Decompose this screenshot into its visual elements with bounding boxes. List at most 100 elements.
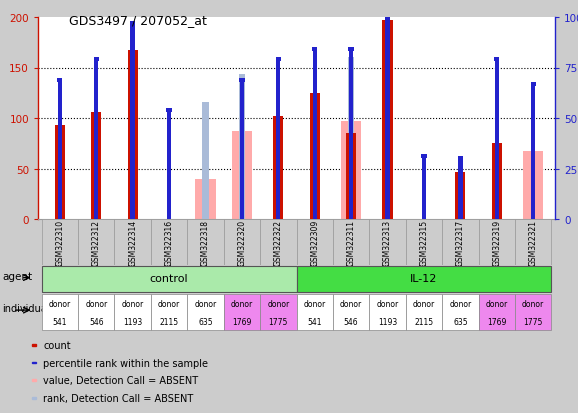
Bar: [166, 109, 172, 113]
Bar: [369, 294, 406, 330]
Bar: [260, 294, 297, 330]
Bar: [151, 294, 187, 330]
Bar: [78, 294, 114, 330]
Text: IL-12: IL-12: [410, 274, 438, 284]
Bar: [224, 294, 260, 330]
Bar: [32, 344, 36, 346]
Bar: [495, 58, 499, 219]
Bar: [385, 14, 390, 18]
Text: GSM322317: GSM322317: [456, 219, 465, 266]
Text: GSM322321: GSM322321: [529, 219, 538, 266]
Bar: [58, 78, 62, 219]
Text: percentile rank within the sample: percentile rank within the sample: [43, 358, 208, 368]
Text: donor: donor: [158, 299, 180, 309]
Text: 541: 541: [307, 317, 322, 326]
Text: donor: donor: [449, 299, 472, 309]
Bar: [310, 93, 320, 219]
Bar: [42, 266, 297, 292]
Text: 1769: 1769: [487, 317, 506, 326]
Text: 1193: 1193: [123, 317, 142, 326]
Text: GSM322318: GSM322318: [201, 219, 210, 266]
Text: donor: donor: [303, 299, 326, 309]
Text: donor: donor: [340, 299, 362, 309]
Text: GSM322315: GSM322315: [420, 219, 428, 266]
Bar: [297, 219, 333, 266]
Text: 1769: 1769: [232, 317, 251, 326]
Bar: [224, 219, 260, 266]
Bar: [297, 294, 333, 330]
Bar: [130, 22, 135, 26]
Text: value, Detection Call = ABSENT: value, Detection Call = ABSENT: [43, 375, 198, 385]
Bar: [421, 155, 427, 159]
Bar: [239, 78, 244, 83]
Bar: [515, 219, 551, 266]
Text: GSM322309: GSM322309: [310, 219, 319, 266]
Text: 1193: 1193: [378, 317, 397, 326]
Bar: [57, 78, 62, 83]
Bar: [386, 14, 390, 219]
Bar: [276, 58, 280, 219]
Bar: [406, 219, 442, 266]
Bar: [32, 397, 36, 399]
Text: donor: donor: [486, 299, 508, 309]
Bar: [422, 155, 426, 219]
Text: 1775: 1775: [269, 317, 288, 326]
Text: 635: 635: [198, 317, 213, 326]
Text: donor: donor: [194, 299, 217, 309]
Bar: [187, 294, 224, 330]
Bar: [523, 152, 543, 219]
Bar: [94, 58, 98, 219]
Text: GSM322322: GSM322322: [274, 219, 283, 266]
Bar: [479, 219, 515, 266]
Bar: [239, 74, 245, 219]
Bar: [348, 58, 354, 219]
Bar: [313, 48, 317, 219]
Text: GSM322320: GSM322320: [238, 219, 246, 266]
Bar: [128, 51, 138, 219]
Bar: [492, 144, 502, 219]
Text: 546: 546: [344, 317, 358, 326]
Bar: [202, 102, 209, 219]
Bar: [346, 134, 356, 219]
Bar: [455, 172, 465, 219]
Bar: [349, 48, 353, 219]
Text: 541: 541: [53, 317, 67, 326]
Bar: [297, 266, 551, 292]
Text: GSM322311: GSM322311: [347, 219, 355, 266]
Bar: [131, 22, 135, 219]
Bar: [494, 58, 499, 62]
Bar: [32, 380, 36, 381]
Text: donor: donor: [49, 299, 71, 309]
Bar: [42, 294, 78, 330]
Bar: [442, 219, 479, 266]
Bar: [114, 219, 151, 266]
Text: 2115: 2115: [414, 317, 434, 326]
Bar: [151, 219, 187, 266]
Bar: [369, 219, 406, 266]
Bar: [94, 58, 99, 62]
Bar: [240, 78, 244, 219]
Text: GSM322310: GSM322310: [55, 219, 64, 266]
Bar: [187, 219, 224, 266]
Bar: [458, 157, 463, 161]
Bar: [42, 219, 78, 266]
Text: 546: 546: [89, 317, 103, 326]
Text: 1775: 1775: [524, 317, 543, 326]
Bar: [349, 48, 354, 52]
Bar: [114, 294, 151, 330]
Bar: [531, 83, 536, 86]
Text: donor: donor: [85, 299, 108, 309]
Bar: [273, 117, 283, 219]
Text: donor: donor: [522, 299, 544, 309]
Bar: [341, 122, 361, 219]
Bar: [78, 219, 114, 266]
Bar: [406, 294, 442, 330]
Text: individual: individual: [2, 304, 49, 313]
Text: GSM322312: GSM322312: [92, 219, 101, 266]
Text: donor: donor: [121, 299, 144, 309]
Bar: [333, 219, 369, 266]
Text: control: control: [150, 274, 188, 284]
Bar: [167, 109, 171, 219]
Text: GDS3497 / 207052_at: GDS3497 / 207052_at: [69, 14, 208, 27]
Bar: [442, 294, 479, 330]
